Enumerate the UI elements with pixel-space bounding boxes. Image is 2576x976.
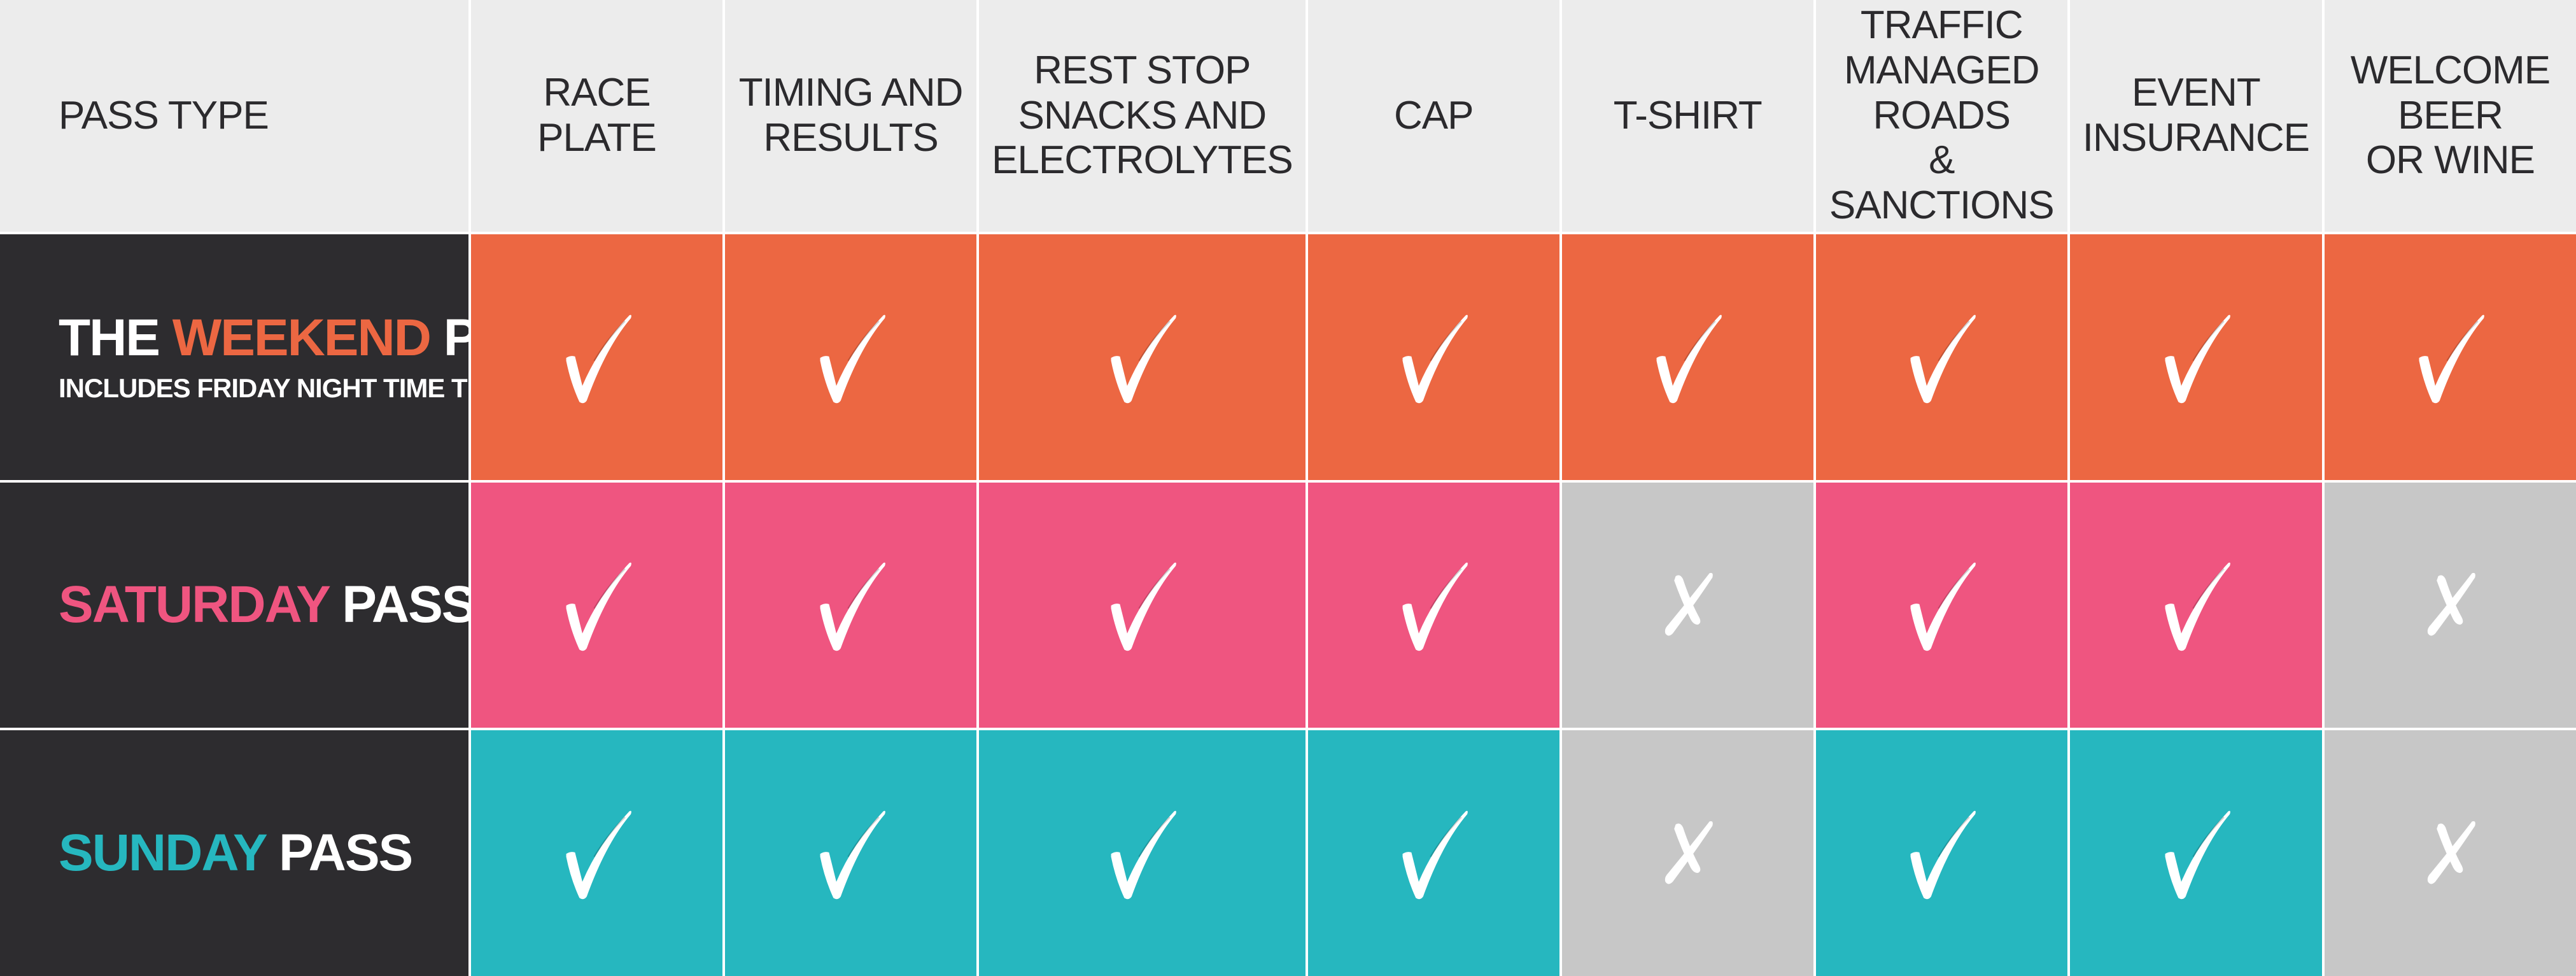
check-icon bbox=[1402, 810, 1468, 900]
check-icon bbox=[1111, 810, 1177, 900]
column-header: T-SHIRT bbox=[1561, 0, 1813, 232]
included-cell bbox=[1307, 482, 1559, 728]
not-included-cell bbox=[1561, 730, 1813, 976]
not-included-cell bbox=[2324, 482, 2576, 728]
included-cell bbox=[2069, 234, 2322, 480]
not-included-cell bbox=[1561, 482, 1813, 728]
check-icon bbox=[566, 810, 631, 900]
header-pass-type: PASS TYPE bbox=[0, 0, 468, 232]
included-cell bbox=[979, 234, 1306, 480]
check-icon bbox=[1656, 315, 1722, 404]
included-cell bbox=[1561, 234, 1813, 480]
pass-label: SUNDAY PASS bbox=[0, 730, 468, 976]
included-cell bbox=[2069, 730, 2322, 976]
check-icon bbox=[820, 563, 885, 651]
pass-title-suffix: PASS bbox=[265, 824, 413, 882]
pass-title-highlight: SUNDAY bbox=[59, 824, 267, 882]
check-icon bbox=[820, 315, 885, 404]
included-cell bbox=[1815, 482, 2067, 728]
pass-label: SATURDAY PASS bbox=[0, 482, 476, 728]
not-included-cell bbox=[2324, 730, 2576, 976]
included-cell bbox=[2069, 482, 2322, 728]
check-icon bbox=[1910, 315, 1976, 404]
pass-title-highlight: WEEKEND bbox=[172, 308, 432, 367]
included-cell bbox=[979, 482, 1306, 728]
pass-title: SUNDAY PASS bbox=[59, 826, 468, 881]
included-cell bbox=[725, 482, 977, 728]
included-cell bbox=[725, 730, 977, 976]
included-cell bbox=[1815, 730, 2067, 976]
pass-title-highlight: SATURDAY bbox=[59, 576, 330, 634]
column-header: EVENT INSURANCE bbox=[2069, 0, 2322, 232]
column-header: TRAFFIC MANAGED ROADS & SANCTIONS bbox=[1815, 0, 2067, 232]
check-icon bbox=[1111, 563, 1177, 651]
included-cell bbox=[1307, 730, 1559, 976]
column-header: CAP bbox=[1307, 0, 1559, 232]
pass-subtitle: INCLUDES FRIDAY NIGHT TIME TRIAL bbox=[59, 372, 528, 403]
included-cell bbox=[1815, 234, 2067, 480]
cross-icon bbox=[2428, 573, 2476, 636]
included-cell bbox=[1307, 234, 1559, 480]
check-icon bbox=[566, 563, 631, 651]
check-icon bbox=[566, 315, 631, 404]
check-icon bbox=[2165, 810, 2230, 900]
column-header: TIMING AND RESULTS bbox=[725, 0, 977, 232]
included-cell bbox=[471, 482, 723, 728]
check-icon bbox=[820, 810, 885, 900]
pass-label: THE WEEKEND PASS INCLUDES FRIDAY NIGHT TI… bbox=[0, 234, 578, 480]
pass-title-suffix: PASS bbox=[328, 576, 476, 634]
included-cell bbox=[725, 234, 977, 480]
column-header: WELCOME BEER OR WINE bbox=[2324, 0, 2576, 232]
included-cell bbox=[2324, 234, 2576, 480]
check-icon bbox=[1111, 315, 1177, 404]
check-icon bbox=[2165, 315, 2230, 404]
pass-title-prefix: THE bbox=[59, 308, 172, 367]
check-icon bbox=[2165, 563, 2230, 651]
column-header: REST STOP SNACKS AND ELECTROLYTES bbox=[979, 0, 1306, 232]
check-icon bbox=[1910, 563, 1976, 651]
pass-title: THE WEEKEND PASS bbox=[59, 308, 578, 367]
included-cell bbox=[979, 730, 1306, 976]
check-icon bbox=[1402, 563, 1468, 651]
check-icon bbox=[1402, 315, 1468, 404]
check-icon bbox=[1910, 810, 1976, 900]
cross-icon bbox=[1665, 821, 1714, 884]
column-header: RACE PLATE bbox=[471, 0, 723, 232]
cross-icon bbox=[2428, 821, 2476, 884]
pass-title: SATURDAY PASS bbox=[59, 576, 476, 634]
included-cell bbox=[471, 234, 723, 480]
included-cell bbox=[471, 730, 723, 976]
check-icon bbox=[2419, 315, 2485, 404]
cross-icon bbox=[1665, 573, 1714, 636]
